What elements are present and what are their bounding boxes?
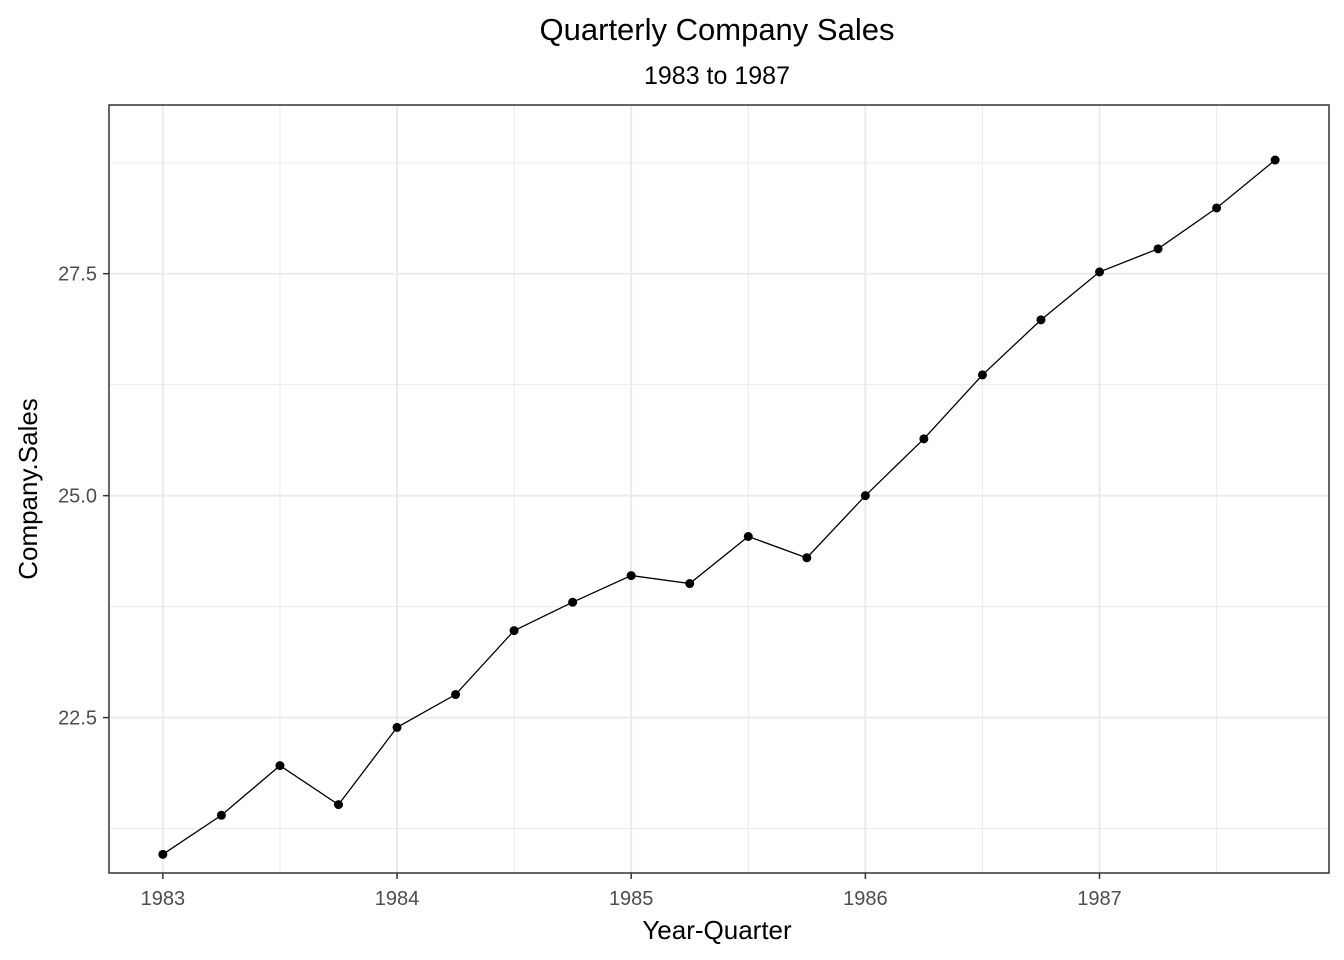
x-tick-label: 1983	[141, 888, 186, 910]
x-tick-label: 1987	[1077, 888, 1122, 910]
data-point	[743, 532, 753, 541]
x-tick-label: 1984	[375, 888, 420, 910]
y-axis-ticks: 22.5 25.0 27.5	[58, 264, 109, 730]
series-points-group	[158, 155, 1280, 859]
data-point	[1153, 244, 1163, 254]
data-point	[626, 571, 636, 581]
data-point	[509, 626, 519, 636]
series-line-group	[162, 159, 1276, 855]
data-point	[158, 849, 168, 859]
y-axis-title: Company.Sales	[13, 398, 43, 580]
y-tick-label: 27.5	[58, 264, 97, 286]
y-tick-label: 22.5	[58, 708, 97, 730]
data-point	[568, 597, 578, 607]
data-point	[451, 690, 461, 700]
data-point	[919, 434, 929, 444]
data-point	[685, 579, 695, 589]
data-point	[333, 800, 343, 810]
data-point	[1270, 155, 1280, 165]
x-axis-ticks: 1983 1984 1985 1986 1987	[141, 873, 1122, 910]
panel-border	[108, 104, 1330, 874]
x-tick-label: 1985	[609, 888, 654, 910]
data-point	[977, 370, 987, 380]
data-point	[216, 810, 226, 820]
data-point	[1036, 315, 1046, 325]
data-point	[802, 553, 812, 563]
minor-grid-lines	[109, 105, 1329, 873]
y-tick-label: 25.0	[58, 486, 97, 508]
chart-subtitle: 1983 to 1987	[644, 62, 790, 90]
data-point	[392, 722, 402, 732]
major-grid-lines	[109, 105, 1329, 873]
data-point	[275, 761, 285, 771]
series-line	[162, 159, 1276, 855]
x-tick-label: 1986	[843, 888, 888, 910]
chart-title: Quarterly Company Sales	[540, 12, 895, 47]
data-point	[860, 491, 870, 501]
data-point	[1212, 203, 1222, 213]
data-point	[1095, 267, 1105, 277]
x-axis-title: Year-Quarter	[642, 915, 792, 945]
